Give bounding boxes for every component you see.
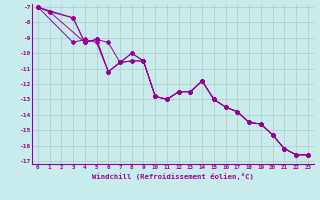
- X-axis label: Windchill (Refroidissement éolien,°C): Windchill (Refroidissement éolien,°C): [92, 173, 254, 180]
